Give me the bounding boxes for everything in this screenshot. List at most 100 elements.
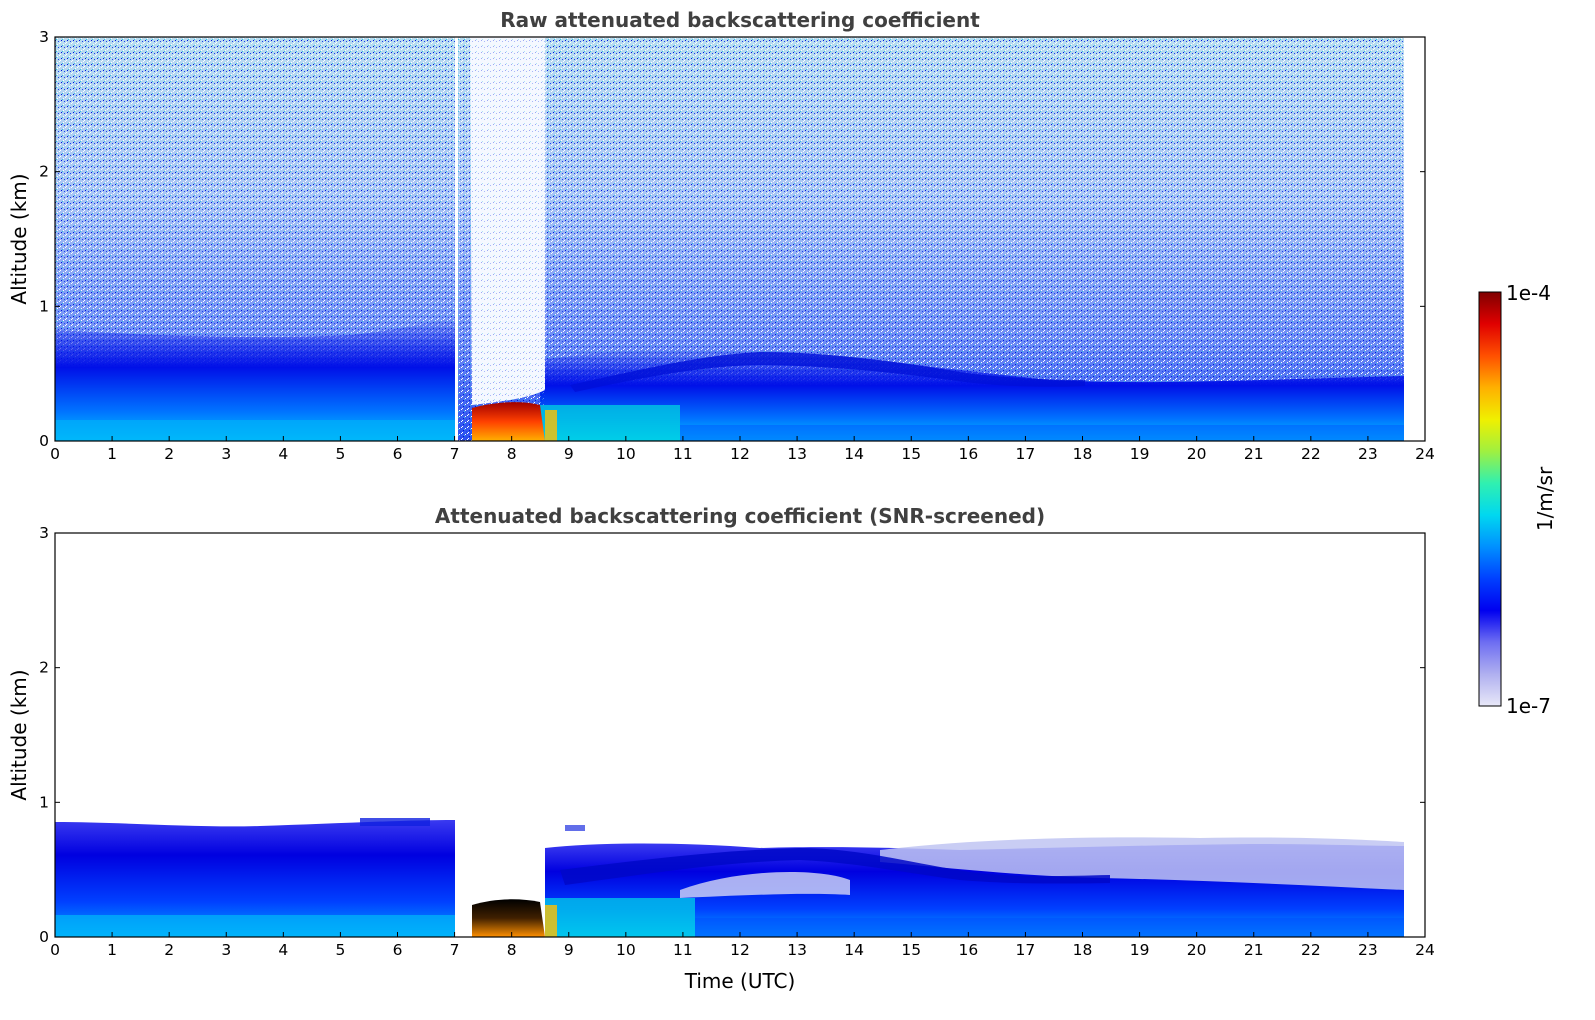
panel-raw: Raw attenuated backscattering coefficien…: [7, 8, 1435, 463]
screened-fog-edge: [545, 905, 557, 937]
colorbar-unit-label: 1/m/sr: [1533, 466, 1557, 531]
screened-surface-band-after: [545, 898, 695, 937]
x-tick-label: 11: [673, 445, 693, 463]
x-tick-label: 9: [564, 445, 574, 463]
x-tick-label: 1: [107, 445, 117, 463]
screened-pale-region-late: [880, 837, 1404, 890]
panel-raw-heatmap: [55, 37, 1425, 441]
x-tick-label: 7: [450, 941, 460, 959]
x-tick-label: 22: [1301, 445, 1321, 463]
x-tick-label: 23: [1358, 941, 1378, 959]
screened-surface-band-late: [695, 918, 1404, 937]
panel-screened-heatmap: [55, 818, 1404, 937]
panel-raw-x-ticks: 0 1 2 3 4 5 6 7 8 9 10 11 12 13 14 15 16 17 18 19 20 21 22 23 24: [50, 436, 1435, 463]
y-tick-label: 0: [39, 432, 49, 450]
y-tick-label: 1: [39, 793, 49, 811]
x-tick-label: 5: [335, 445, 345, 463]
x-tick-label: 11: [673, 941, 693, 959]
x-tick-label: 5: [335, 941, 345, 959]
x-tick-label: 12: [730, 941, 750, 959]
x-tick-label: 20: [1187, 445, 1207, 463]
y-tick-label: 0: [39, 928, 49, 946]
x-tick-label: 10: [616, 941, 636, 959]
x-tick-label: 15: [901, 941, 921, 959]
raw-fog-edge: [545, 410, 557, 441]
x-tick-label: 18: [1073, 445, 1093, 463]
raw-elevated-layer: [570, 352, 1085, 392]
panel-screened-x-ticks: 0 1 2 3 4 5 6 7 8 9 10 11 12 13 14 15 16 17 18 19 20 21 22 23 24: [50, 932, 1435, 959]
x-tick-label: 16: [958, 445, 978, 463]
colorbar-bar: [1478, 291, 1502, 707]
panel-screened-y-ticks: 0 1 2 3: [39, 524, 1425, 946]
x-tick-label: 2: [164, 941, 174, 959]
panel-screened-xlabel: Time (UTC): [684, 969, 796, 993]
x-tick-label: 24: [1415, 445, 1435, 463]
screened-elevated-layer: [560, 848, 1110, 885]
x-tick-label: 21: [1244, 445, 1264, 463]
x-tick-label: 3: [221, 941, 231, 959]
x-tick-label: 12: [730, 445, 750, 463]
x-tick-label: 16: [958, 941, 978, 959]
raw-surface-band-late: [680, 425, 1404, 441]
x-tick-label: 8: [507, 445, 517, 463]
x-tick-label: 22: [1301, 941, 1321, 959]
x-tick-label: 13: [787, 445, 807, 463]
panel-raw-y-ticks: 0 1 2 3: [39, 28, 1425, 450]
screened-speckle: [360, 818, 430, 826]
x-tick-label: 17: [1016, 445, 1036, 463]
panel-raw-title: Raw attenuated backscattering coefficien…: [500, 8, 980, 32]
screened-pale-patch: [680, 871, 850, 898]
colorbar-max-label: 1e-4: [1506, 281, 1551, 305]
x-tick-label: 8: [507, 941, 517, 959]
panel-raw-ylabel: Altitude (km): [7, 173, 31, 304]
x-tick-label: 6: [393, 445, 403, 463]
x-tick-label: 18: [1073, 941, 1093, 959]
x-tick-label: 3: [221, 445, 231, 463]
raw-no-data: [1404, 37, 1425, 441]
y-tick-label: 2: [39, 163, 49, 181]
y-tick-label: 3: [39, 28, 49, 46]
colorbar-min-label: 1e-7: [1506, 694, 1551, 718]
x-tick-label: 9: [564, 941, 574, 959]
screened-surface-band: [55, 915, 455, 937]
raw-boundary-layer-after: [540, 348, 1404, 441]
x-tick-label: 2: [164, 445, 174, 463]
y-tick-label: 1: [39, 297, 49, 315]
raw-fog-layer: [472, 402, 545, 441]
colorbar: 1e-4 1e-7 1/m/sr: [1478, 281, 1557, 718]
screened-boundary-layer: [55, 820, 455, 937]
raw-surface-band-after: [540, 405, 680, 441]
x-tick-label: 14: [844, 941, 864, 959]
x-tick-label: 15: [901, 445, 921, 463]
y-tick-label: 3: [39, 524, 49, 542]
panel-screened: Attenuated backscattering coefficient (S…: [7, 504, 1435, 993]
raw-data-gap: [455, 37, 458, 441]
x-tick-label: 1: [107, 941, 117, 959]
y-tick-label: 2: [39, 659, 49, 677]
x-tick-label: 13: [787, 941, 807, 959]
raw-surface-band: [55, 420, 455, 441]
screened-fog-layer: [472, 899, 545, 937]
x-tick-label: 0: [50, 445, 60, 463]
x-tick-label: 19: [1130, 445, 1150, 463]
x-tick-label: 4: [278, 445, 288, 463]
raw-boundary-layer: [55, 318, 455, 441]
x-tick-label: 7: [450, 445, 460, 463]
x-tick-label: 21: [1244, 941, 1264, 959]
raw-clear-column-speckle: [470, 37, 545, 405]
panel-screened-title: Attenuated backscattering coefficient (S…: [435, 504, 1045, 528]
x-tick-label: 20: [1187, 941, 1207, 959]
panel-screened-ylabel: Altitude (km): [7, 669, 31, 800]
x-tick-label: 10: [616, 445, 636, 463]
screened-speckle-2: [565, 825, 585, 831]
screened-data-gap: [455, 818, 458, 937]
x-tick-label: 14: [844, 445, 864, 463]
x-tick-label: 0: [50, 941, 60, 959]
x-tick-label: 4: [278, 941, 288, 959]
x-tick-label: 6: [393, 941, 403, 959]
x-tick-label: 23: [1358, 445, 1378, 463]
x-tick-label: 17: [1016, 941, 1036, 959]
x-tick-label: 24: [1415, 941, 1435, 959]
x-tick-label: 19: [1130, 941, 1150, 959]
